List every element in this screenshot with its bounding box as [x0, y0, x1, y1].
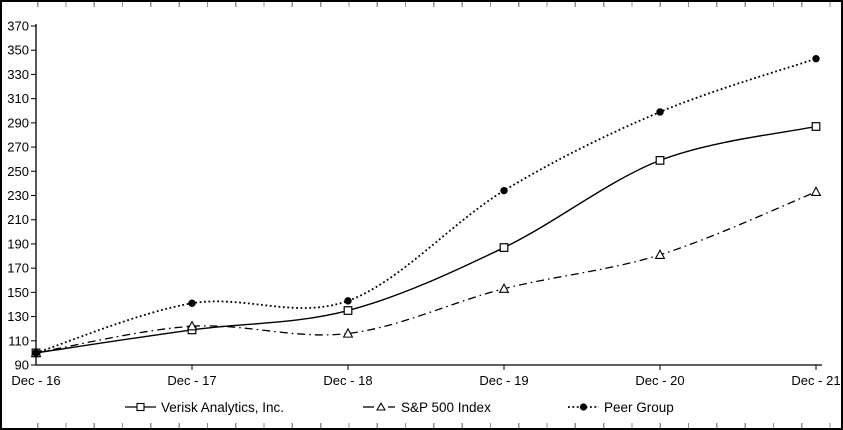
y-tick-label: 130	[7, 309, 29, 324]
legend-label-sp500: S&P 500 Index	[401, 399, 491, 415]
marker-circle-peer-group	[500, 186, 508, 195]
y-tick-label: 310	[7, 91, 29, 106]
marker-circle-peer-group	[812, 54, 820, 63]
performance-chart-plot: 90 110 130 150 170 190 210 230 250 270 290 310 330 35…	[7, 19, 840, 389]
x-tick-label: Dec - 16	[11, 373, 60, 388]
y-tick-label: 250	[7, 164, 29, 179]
series-line-s-p-500-index	[35, 191, 817, 354]
series-line-peer-group	[35, 57, 817, 354]
marker-circle-peer-group	[32, 349, 40, 357]
frame-ticks-top	[2, 2, 841, 7]
marker-triangle-s-p-500-index	[810, 186, 822, 197]
marker-triangle-s-p-500-index	[498, 282, 510, 293]
marker-square-verisk-analytics-inc	[499, 243, 509, 252]
marker-circle-peer-group	[188, 299, 196, 307]
y-tick-label: 170	[7, 261, 29, 276]
legend-item-verisk: Verisk Analytics, Inc.	[125, 398, 284, 416]
x-tick-label: Dec - 18	[323, 373, 372, 388]
marker-circle-peer-group	[344, 297, 352, 305]
legend-item-sp500: S&P 500 Index	[363, 398, 491, 416]
series-line-verisk-analytics-inc	[35, 125, 817, 354]
y-tick-label: 330	[7, 67, 29, 82]
marker-triangle-s-p-500-index	[186, 320, 198, 331]
y-tick-label: 90	[15, 358, 29, 373]
y-tick-label: 230	[7, 188, 29, 203]
marker-circle-peer-group	[656, 108, 664, 116]
chart-legend: Verisk Analytics, Inc. S&P 500 Index Pee…	[2, 398, 841, 416]
x-tick-label: Dec - 19	[479, 373, 528, 388]
legend-label-verisk: Verisk Analytics, Inc.	[161, 399, 285, 415]
x-tick-label: Dec - 21	[791, 373, 840, 388]
legend-item-peer-group: Peer Group	[568, 398, 674, 416]
marker-square-verisk-analytics-inc	[811, 122, 821, 131]
y-tick-label: 190	[7, 236, 29, 251]
y-tick-label: 210	[7, 212, 29, 227]
peer-group-line-swatch-icon	[568, 403, 599, 411]
marker-triangle-s-p-500-index	[342, 327, 354, 338]
y-tick-label: 290	[7, 115, 29, 130]
y-tick-label: 150	[7, 285, 29, 300]
y-tick-label: 270	[7, 140, 29, 155]
y-tick-label: 110	[8, 333, 29, 348]
y-tick-label: 350	[7, 43, 29, 58]
marker-square-verisk-analytics-inc	[655, 155, 665, 165]
sp500-line-swatch-icon	[363, 402, 395, 411]
marker-triangle-s-p-500-index	[654, 249, 666, 259]
x-tick-label: Dec - 17	[167, 373, 216, 388]
verisk-line-swatch-icon	[125, 402, 156, 412]
marker-square-verisk-analytics-inc	[343, 306, 353, 315]
legend-label-peer-group: Peer Group	[604, 399, 674, 415]
x-tick-label: Dec - 20	[635, 373, 684, 388]
frame-ticks-bottom	[2, 423, 841, 428]
y-tick-label: 370	[7, 19, 29, 34]
